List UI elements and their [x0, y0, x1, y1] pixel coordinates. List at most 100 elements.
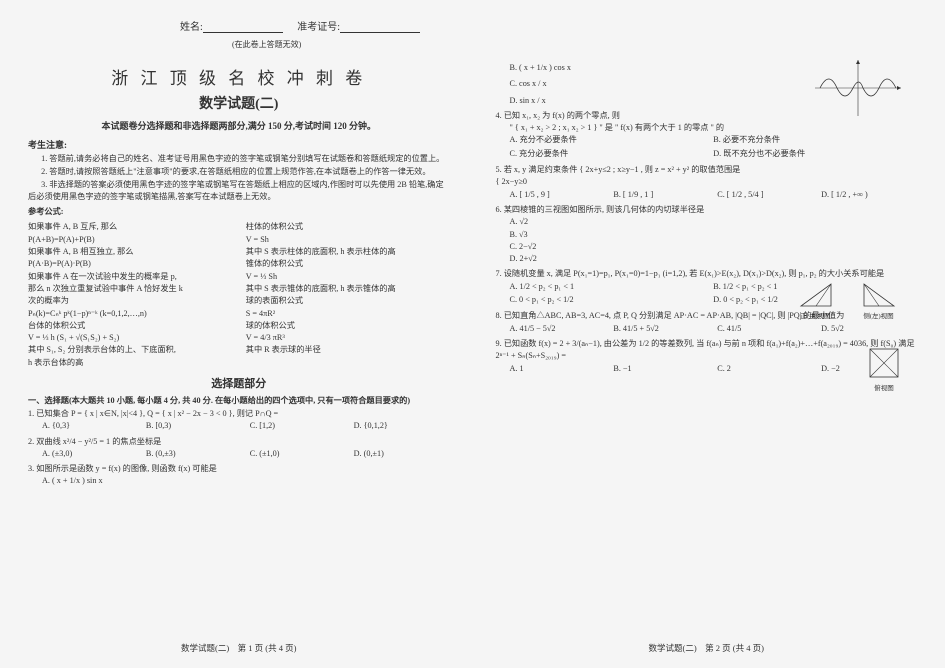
fl-7: Pₙ(k)=Cₙᵏ pᵏ(1−p)ⁿ⁻ᵏ (k=0,1,2,…,n)	[28, 308, 232, 320]
fl-10: 其中 S₁, S₂ 分别表示台体的上、下底面积,	[28, 344, 232, 356]
q9-opts: A. 1 B. −1 C. 2 D. −2	[496, 363, 918, 375]
q1: 1. 已知集合 P = { x | x∈N, |x|<4 }, Q = { x …	[28, 408, 450, 433]
q1-a: A. {0,3}	[42, 420, 138, 432]
fl-5: 那么 n 次独立重复试验中事件 A 恰好发生 k	[28, 283, 232, 295]
id-label: 准考证号:	[297, 22, 340, 33]
q4: 4. 已知 x₁, x₂ 为 f(x) 的两个零点, 则 " { x₁ + x₂…	[496, 110, 918, 161]
q5-d: D. [ 1/2 , +∞ )	[821, 189, 917, 201]
fr-3: 锥体的体积公式	[246, 258, 450, 270]
q1-b: B. [0,3)	[146, 420, 242, 432]
q5-stem: 5. 若 x, y 满足约束条件 { 2x+y≤2 ; x≥y−1 , 则 z …	[496, 164, 918, 189]
q9-a: A. 1	[510, 363, 606, 375]
notice-head: 考生注意:	[28, 138, 450, 151]
fl-9: V = ⅓ h (S₁ + √(S₁S₂) + S₂)	[28, 332, 232, 344]
formula-head: 参考公式:	[28, 206, 450, 218]
q8-opts: A. 41/5 − 5√2 B. 41/5 + 5√2 C. 41/5 D. 5…	[496, 323, 918, 335]
q2-b: B. (0,±3)	[146, 448, 242, 460]
q2-stem: 2. 双曲线 x²/4 − y²/5 = 1 的焦点坐标是	[28, 436, 450, 448]
pages-wrap: 浙 江 顶 级 名 校 冲 刺 卷 数学试题(二) 本试题卷分选择题和非选择题两…	[0, 54, 945, 668]
name-field: 姓名:	[180, 18, 283, 33]
fr-0: 柱体的体积公式	[246, 221, 450, 233]
side-view: 侧(左)视图	[850, 282, 907, 320]
q3: 3. 如图所示是函数 y = f(x) 的图像, 则函数 f(x) 可能是 A.…	[28, 463, 450, 488]
fr-4: V = ⅓ Sh	[246, 271, 450, 283]
q8-b: B. 41/5 + 5√2	[613, 323, 709, 335]
formula-columns: 如果事件 A, B 互斥, 那么 P(A+B)=P(A)+P(B) 如果事件 A…	[28, 221, 450, 369]
q8-a: A. 41/5 − 5√2	[510, 323, 606, 335]
footer-1: 数学试题(二) 第 1 页 (共 4 页)	[20, 642, 458, 654]
q9-c: C. 2	[717, 363, 813, 375]
formula-right-col: 柱体的体积公式 V = Sh 其中 S 表示柱体的底面积, h 表示柱体的高 锥…	[246, 221, 450, 369]
scope-line: 本试题卷分选择题和非选择题两部分,满分 150 分,考试时间 120 分钟。	[28, 119, 450, 132]
fl-11: h 表示台体的高	[28, 357, 232, 369]
fr-5: 其中 S 表示锥体的底面积, h 表示锥体的高	[246, 283, 450, 295]
header-strip: 姓名: 准考证号:	[0, 0, 945, 39]
function-graph	[815, 60, 901, 116]
fl-2: 如果事件 A, B 相互独立, 那么	[28, 246, 232, 258]
q7-stem: 7. 设随机变量 x, 满足 P(x₁=1)=p₁, P(x₁=0)=1−p₁ …	[496, 268, 918, 280]
three-view-figure: 正(主)视图 侧(左)视图	[787, 284, 907, 320]
q1-opts: A. {0,3} B. [0,3) C. [1,2) D. {0,1,2}	[28, 420, 450, 432]
id-blank	[340, 23, 420, 33]
fl-8: 台体的体积公式	[28, 320, 232, 332]
fl-0: 如果事件 A, B 互斥, 那么	[28, 221, 232, 233]
fr-9: V = 4/3 πR³	[246, 332, 450, 344]
q8-c: C. 41/5	[717, 323, 813, 335]
q6-opts-block: A. √2 B. √3 C. 2−√2 D. 2+√2	[496, 216, 918, 265]
id-field: 准考证号:	[297, 18, 420, 33]
notice-2: 2. 答题时,请按照答题纸上"注意事项"的要求,在答题纸相应的位置上规范作答,在…	[28, 166, 450, 178]
top-view: 俯视图	[865, 346, 903, 384]
q6-a: A. √2	[510, 216, 918, 228]
q6-c: C. 2−√2	[510, 241, 918, 253]
q6-d: D. 2+√2	[510, 253, 918, 265]
fr-6: 球的表面积公式	[246, 295, 450, 307]
q5-a: A. [ 1/5 , 9 ]	[510, 189, 606, 201]
cap-side: 侧(左)视图	[850, 310, 907, 320]
fl-4: 如果事件 A 在一次试验中发生的概率是 p,	[28, 271, 232, 283]
fr-10: 其中 R 表示球的半径	[246, 344, 450, 356]
q9: 9. 已知函数 f(x) = 2 + 3/(aₙ−1), 由公差为 1/2 的等…	[496, 338, 918, 375]
q2: 2. 双曲线 x²/4 − y²/5 = 1 的焦点坐标是 A. (±3,0) …	[28, 436, 450, 461]
q2-c: C. (±1,0)	[250, 448, 346, 460]
triangle-front-icon	[799, 282, 833, 308]
fr-8: 球的体积公式	[246, 320, 450, 332]
q2-opts: A. (±3,0) B. (0,±3) C. (±1,0) D. (0,±1)	[28, 448, 450, 460]
q4-c: C. 充分必要条件	[510, 148, 714, 160]
q3-stem: 3. 如图所示是函数 y = f(x) 的图像, 则函数 f(x) 可能是	[28, 463, 450, 475]
page-1: 浙 江 顶 级 名 校 冲 刺 卷 数学试题(二) 本试题卷分选择题和非选择题两…	[20, 58, 458, 658]
page-2: B. ( x + 1/x ) cos x C. cos x / x D. sin…	[488, 58, 926, 658]
q2-a: A. (±3,0)	[42, 448, 138, 460]
square-top-icon	[867, 346, 901, 380]
fl-6: 次的概率为	[28, 295, 232, 307]
q1-d: D. {0,1,2}	[354, 420, 450, 432]
part1-head: 选择题部分	[28, 375, 450, 391]
fr-2: 其中 S 表示柱体的底面积, h 表示柱体的高	[246, 246, 450, 258]
q1-stem: 1. 已知集合 P = { x | x∈N, |x|<4 }, Q = { x …	[28, 408, 450, 420]
q4-a: A. 充分不必要条件	[510, 134, 714, 146]
cap-front: 正(主)视图	[787, 310, 844, 320]
name-label: 姓名:	[180, 22, 203, 33]
main-title: 浙 江 顶 级 名 校 冲 刺 卷	[28, 64, 450, 89]
q3-opts: A. ( x + 1/x ) sin x	[28, 475, 450, 487]
notice-3: 3. 非选择题的答案必须使用黑色字迹的签字笔或钢笔写在答题纸上相应的区域内,作图…	[28, 179, 450, 203]
q4-opts: A. 充分不必要条件 B. 必要不充分条件 C. 充分必要条件 D. 既不充分也…	[496, 134, 918, 161]
fr-1: V = Sh	[246, 234, 450, 246]
q4-cond: " { x₁ + x₂ > 2 ; x₁ x₂ > 1 } " 是 " f(x)…	[496, 122, 918, 134]
q3-a: A. ( x + 1/x ) sin x	[42, 475, 450, 487]
q5: 5. 若 x, y 满足约束条件 { 2x+y≤2 ; x≥y−1 , 则 z …	[496, 164, 918, 201]
q6-stem: 6. 某四棱锥的三视图如图所示, 则该几何体的内切球半径是	[496, 204, 918, 216]
part1-desc: 一、选择题(本大题共 10 小题, 每小题 4 分, 共 40 分. 在每小题给…	[28, 395, 450, 407]
q1-c: C. [1,2)	[250, 420, 346, 432]
q8-d: D. 5√2	[821, 323, 917, 335]
fr-7: S = 4πR²	[246, 308, 450, 320]
formula-left-col: 如果事件 A, B 互斥, 那么 P(A+B)=P(A)+P(B) 如果事件 A…	[28, 221, 232, 369]
q6: 6. 某四棱锥的三视图如图所示, 则该几何体的内切球半径是 A. √2 B. √…	[496, 204, 918, 265]
q6-b: B. √3	[510, 229, 918, 241]
notice-1: 1. 答题前,请务必将自己的姓名、准考证号用黑色字迹的签字笔或钢笔分别填写在试题…	[28, 153, 450, 165]
sub-title: 数学试题(二)	[28, 93, 450, 113]
fl-1: P(A+B)=P(A)+P(B)	[28, 234, 232, 246]
q9-stem: 9. 已知函数 f(x) = 2 + 3/(aₙ−1), 由公差为 1/2 的等…	[496, 338, 918, 363]
q5-c: C. [ 1/2 , 5/4 ]	[717, 189, 813, 201]
q4-d: D. 既不充分也不必要条件	[713, 148, 917, 160]
name-blank	[203, 23, 283, 33]
